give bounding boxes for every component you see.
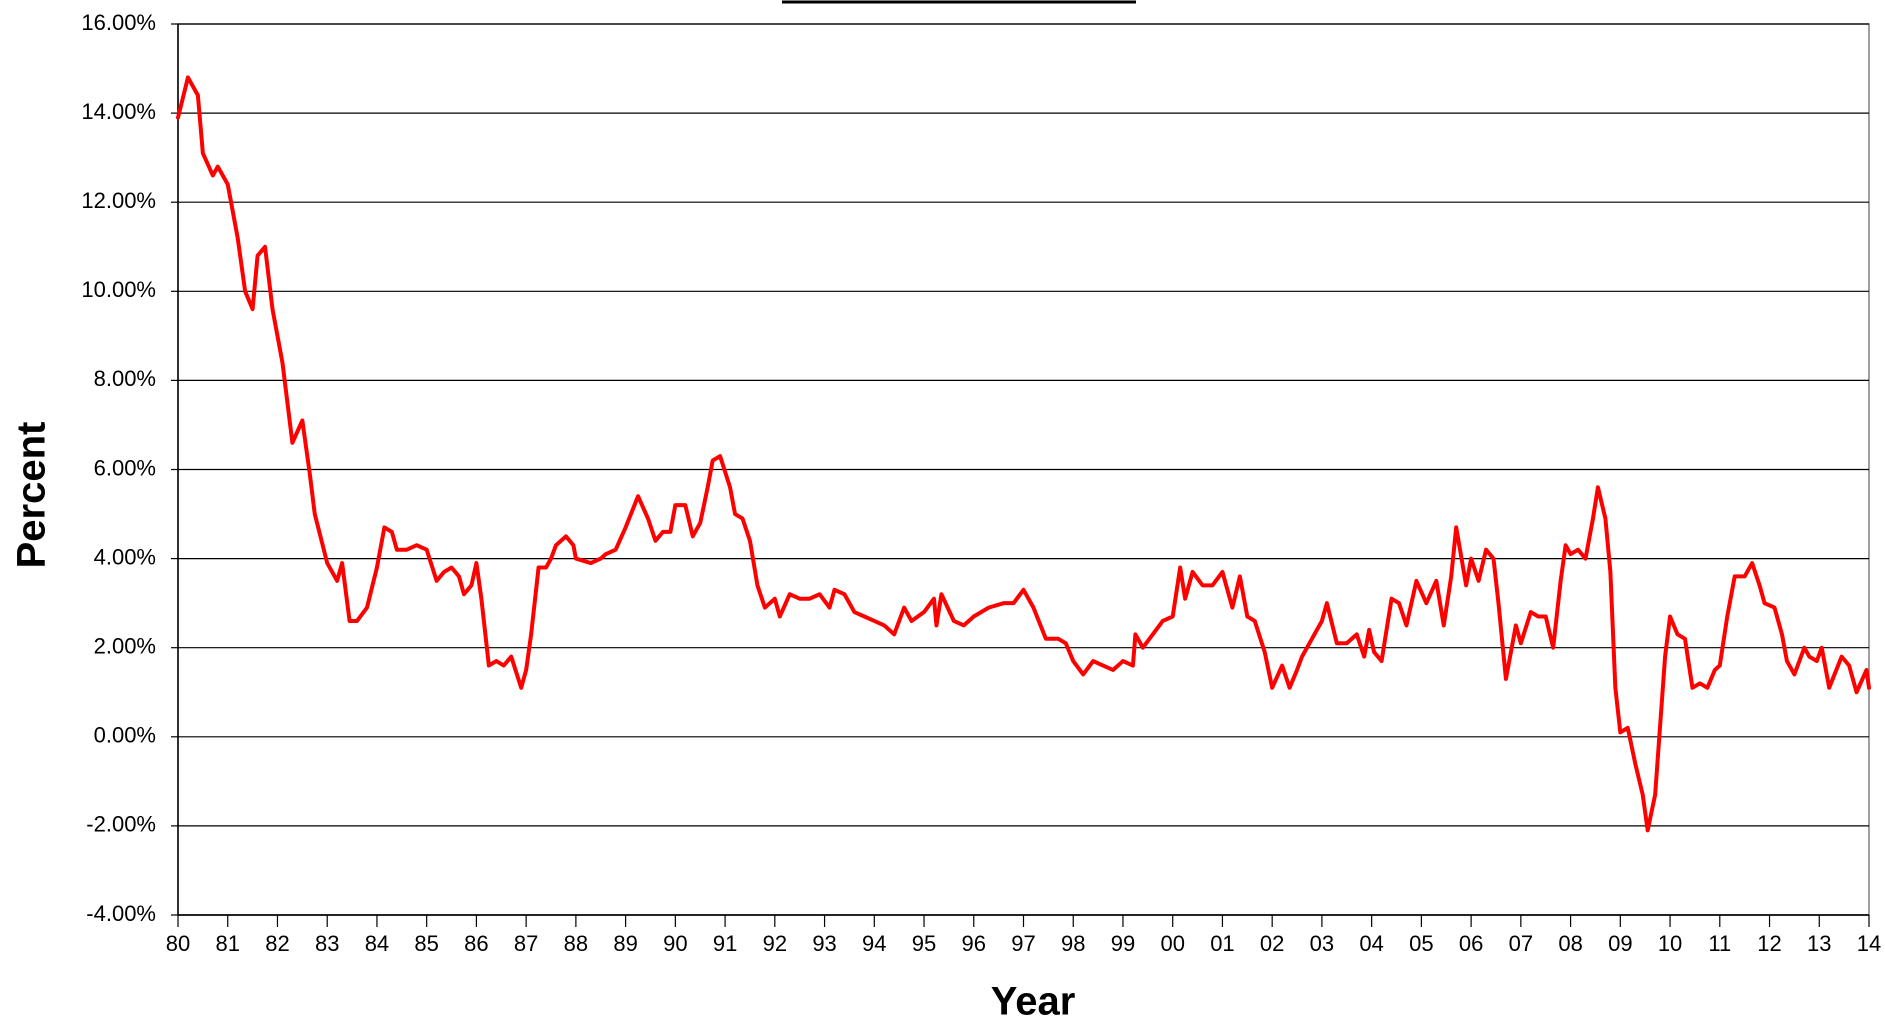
x-tick-label: 93 (812, 931, 836, 956)
x-tick-label: 12 (1757, 931, 1781, 956)
x-tick-label: 94 (862, 931, 886, 956)
x-tick-label: 07 (1509, 931, 1533, 956)
x-tick-label: 97 (1011, 931, 1035, 956)
x-tick-label: 87 (514, 931, 538, 956)
y-tick-label: 8.00% (94, 366, 156, 391)
x-tick-label: 09 (1608, 931, 1632, 956)
data-line (176, 75, 1871, 833)
y-tick-label: 12.00% (81, 188, 156, 213)
y-tick-label: 0.00% (94, 723, 156, 748)
y-tick-label: 6.00% (94, 455, 156, 480)
y-axis-title: Percent (10, 422, 54, 569)
x-tick-label: 10 (1658, 931, 1682, 956)
y-tick-label: 10.00% (81, 277, 156, 302)
x-tick-label: 80 (166, 931, 190, 956)
x-tick-label: 81 (215, 931, 239, 956)
x-tick-label: 99 (1111, 931, 1135, 956)
x-tick-label: 13 (1807, 931, 1831, 956)
x-tick-label: 98 (1061, 931, 1085, 956)
y-tick-label: 4.00% (94, 544, 156, 569)
x-tick-label: 08 (1558, 931, 1582, 956)
x-tick-label: 82 (265, 931, 289, 956)
x-tick-label: 84 (365, 931, 389, 956)
x-tick-label: 86 (464, 931, 488, 956)
y-tick-label: 14.00% (81, 99, 156, 124)
x-tick-label: 95 (912, 931, 936, 956)
x-tick-label: 00 (1160, 931, 1184, 956)
x-tick-label: 02 (1260, 931, 1284, 956)
x-axis-title: Year (991, 980, 1076, 1024)
x-tick-label: 06 (1459, 931, 1483, 956)
x-tick-label: 11 (1708, 931, 1731, 956)
x-tick-label: 05 (1409, 931, 1433, 956)
y-tick-label: 2.00% (94, 634, 156, 659)
y-tick-label: 16.00% (81, 10, 156, 35)
x-tick-label: 90 (663, 931, 687, 956)
x-tick-label: 91 (713, 931, 737, 956)
x-tick-label: 14 (1857, 931, 1881, 956)
x-tick-label: 88 (564, 931, 588, 956)
x-tick-label: 83 (315, 931, 339, 956)
x-tick-label: 03 (1310, 931, 1334, 956)
x-tick-label: 01 (1210, 931, 1234, 956)
y-tick-label: -2.00% (86, 812, 156, 837)
x-tick-label: 04 (1359, 931, 1383, 956)
x-tick-label: 89 (613, 931, 637, 956)
x-tick-label: 96 (962, 931, 986, 956)
x-tick-label: 85 (414, 931, 438, 956)
y-tick-label: -4.00% (86, 901, 156, 926)
x-tick-label: 92 (763, 931, 787, 956)
